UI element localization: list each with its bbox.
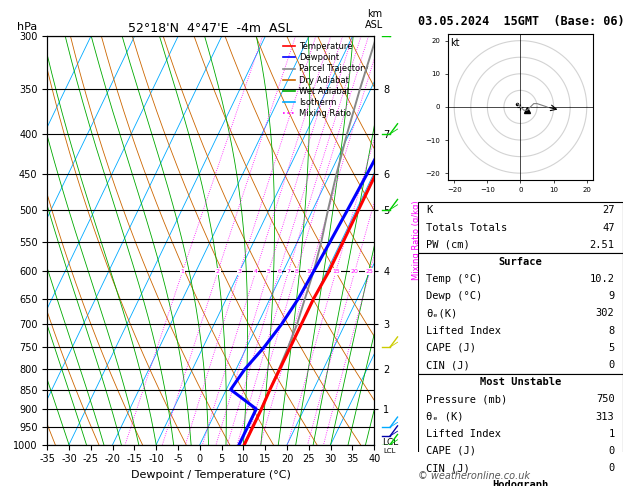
X-axis label: Dewpoint / Temperature (°C): Dewpoint / Temperature (°C) bbox=[131, 470, 291, 480]
Text: 47: 47 bbox=[602, 223, 615, 233]
Text: Mixing Ratio (g/kg): Mixing Ratio (g/kg) bbox=[412, 201, 421, 280]
Text: 10: 10 bbox=[306, 269, 314, 274]
Text: 750: 750 bbox=[596, 395, 615, 404]
Text: 03.05.2024  15GMT  (Base: 06): 03.05.2024 15GMT (Base: 06) bbox=[418, 15, 625, 28]
Text: CIN (J): CIN (J) bbox=[426, 360, 470, 370]
Text: kt: kt bbox=[450, 38, 460, 49]
Text: 9: 9 bbox=[608, 291, 615, 301]
Text: 3: 3 bbox=[238, 269, 242, 274]
Text: km
ASL: km ASL bbox=[365, 9, 384, 30]
Text: Surface: Surface bbox=[499, 257, 542, 267]
Text: 7: 7 bbox=[286, 269, 291, 274]
Text: Dewp (°C): Dewp (°C) bbox=[426, 291, 482, 301]
Text: 15: 15 bbox=[332, 269, 340, 274]
Text: Totals Totals: Totals Totals bbox=[426, 223, 508, 233]
Text: LCL: LCL bbox=[382, 438, 399, 447]
Bar bbox=[418, 374, 623, 477]
Text: 5: 5 bbox=[608, 343, 615, 353]
Text: Lifted Index: Lifted Index bbox=[426, 429, 501, 439]
Text: Lifted Index: Lifted Index bbox=[426, 326, 501, 336]
Bar bbox=[418, 202, 623, 253]
Text: CAPE (J): CAPE (J) bbox=[426, 446, 476, 456]
Text: θₑ(K): θₑ(K) bbox=[426, 309, 458, 318]
Text: 1: 1 bbox=[181, 269, 184, 274]
Text: 6: 6 bbox=[277, 269, 281, 274]
Text: Temp (°C): Temp (°C) bbox=[426, 274, 482, 284]
Text: hPa: hPa bbox=[18, 22, 38, 33]
Text: 5: 5 bbox=[267, 269, 270, 274]
Text: 27: 27 bbox=[602, 206, 615, 215]
Text: Hodograph: Hodograph bbox=[493, 480, 548, 486]
Text: K: K bbox=[426, 206, 433, 215]
Text: 4: 4 bbox=[253, 269, 258, 274]
Text: PW (cm): PW (cm) bbox=[426, 240, 470, 250]
Text: Pressure (mb): Pressure (mb) bbox=[426, 395, 508, 404]
Text: 10.2: 10.2 bbox=[589, 274, 615, 284]
Text: 0: 0 bbox=[608, 360, 615, 370]
Text: 2.51: 2.51 bbox=[589, 240, 615, 250]
Title: 52°18'N  4°47'E  -4m  ASL: 52°18'N 4°47'E -4m ASL bbox=[128, 22, 293, 35]
Text: LCL: LCL bbox=[384, 449, 396, 454]
Bar bbox=[418, 253, 623, 374]
Text: 302: 302 bbox=[596, 309, 615, 318]
Text: 20: 20 bbox=[351, 269, 359, 274]
Text: θₑ (K): θₑ (K) bbox=[426, 412, 464, 421]
Text: CIN (J): CIN (J) bbox=[426, 463, 470, 473]
Text: 8: 8 bbox=[608, 326, 615, 336]
Text: 1: 1 bbox=[608, 429, 615, 439]
Legend: Temperature, Dewpoint, Parcel Trajectory, Dry Adiabat, Wet Adiabat, Isotherm, Mi: Temperature, Dewpoint, Parcel Trajectory… bbox=[281, 41, 370, 120]
Text: 0: 0 bbox=[608, 463, 615, 473]
Text: Most Unstable: Most Unstable bbox=[480, 377, 561, 387]
Bar bbox=[418, 477, 623, 486]
Text: 8: 8 bbox=[294, 269, 298, 274]
Text: CAPE (J): CAPE (J) bbox=[426, 343, 476, 353]
Text: 313: 313 bbox=[596, 412, 615, 421]
Text: 25: 25 bbox=[366, 269, 374, 274]
Text: 0: 0 bbox=[608, 446, 615, 456]
Text: © weatheronline.co.uk: © weatheronline.co.uk bbox=[418, 471, 530, 481]
Text: 2: 2 bbox=[216, 269, 220, 274]
